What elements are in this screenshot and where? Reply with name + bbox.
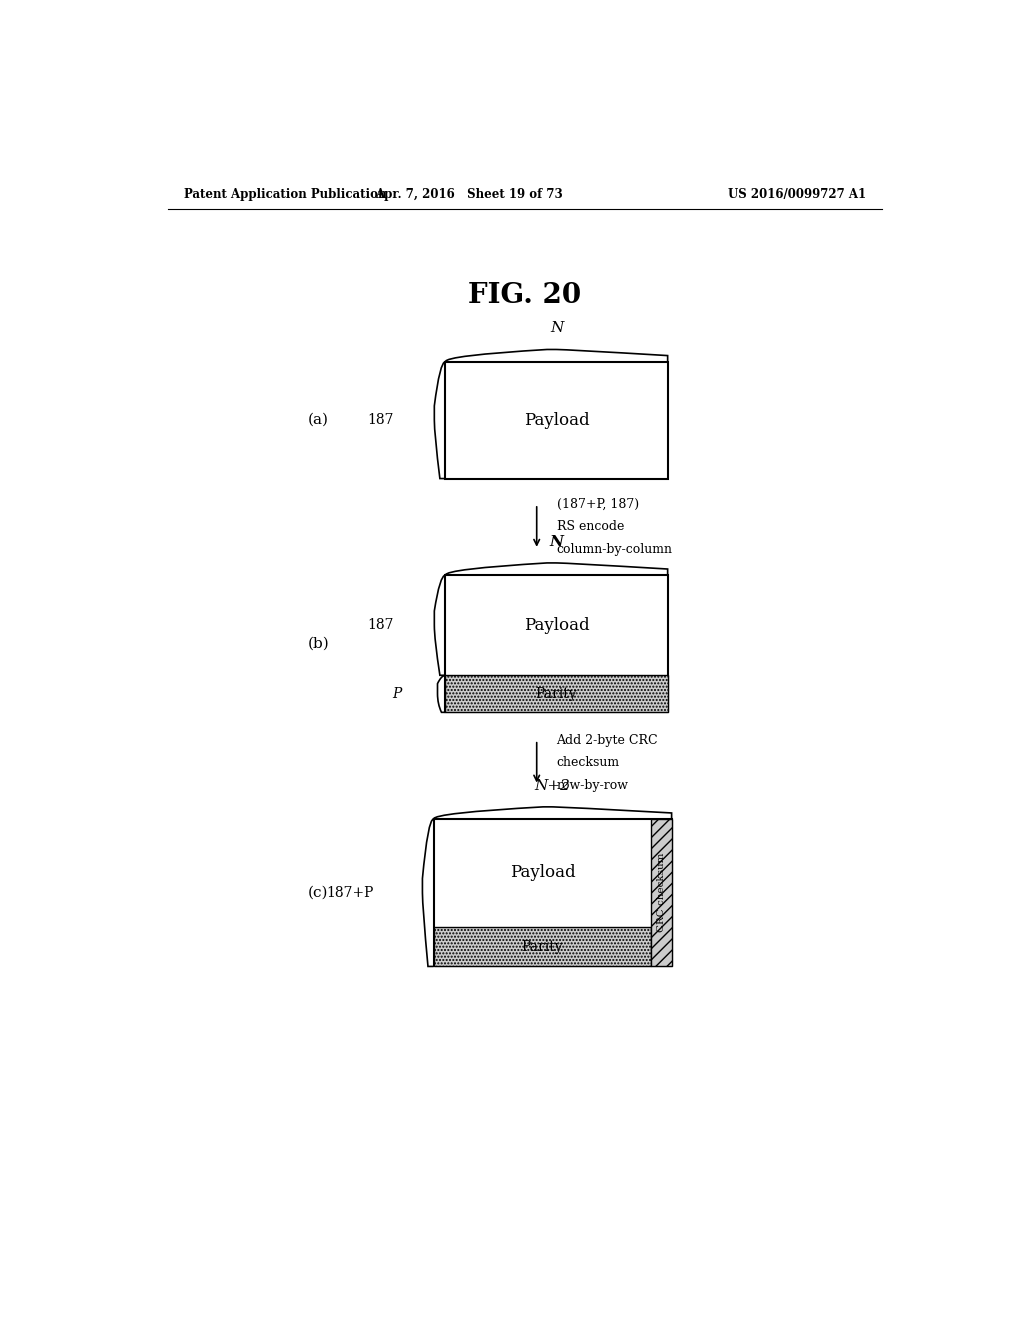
Bar <box>651 818 672 966</box>
Text: Payload: Payload <box>510 865 575 882</box>
Text: N+2: N+2 <box>535 779 570 792</box>
Text: CRC checksum: CRC checksum <box>657 853 666 932</box>
Text: Apr. 7, 2016   Sheet 19 of 73: Apr. 7, 2016 Sheet 19 of 73 <box>376 189 563 202</box>
Text: column-by-column: column-by-column <box>557 543 673 556</box>
Text: Parity: Parity <box>536 686 578 701</box>
Text: (b): (b) <box>307 636 330 651</box>
Text: 187: 187 <box>368 413 394 428</box>
Text: Parity: Parity <box>521 940 563 953</box>
Text: N: N <box>550 535 563 549</box>
Text: 187+P: 187+P <box>327 886 374 900</box>
Bar <box>433 818 672 966</box>
Text: Payload: Payload <box>523 616 590 634</box>
Text: US 2016/0099727 A1: US 2016/0099727 A1 <box>728 189 866 202</box>
Text: P: P <box>392 686 401 701</box>
Text: Payload: Payload <box>523 412 590 429</box>
Text: checksum: checksum <box>557 756 620 770</box>
Text: (187+P, 187): (187+P, 187) <box>557 498 639 511</box>
Text: 187: 187 <box>368 618 394 632</box>
Text: RS encode: RS encode <box>557 520 624 533</box>
Text: Patent Application Publication: Patent Application Publication <box>183 189 386 202</box>
Bar <box>445 576 668 713</box>
Text: Add 2-byte CRC: Add 2-byte CRC <box>557 734 658 747</box>
Text: N: N <box>550 321 563 335</box>
Text: (a): (a) <box>308 413 329 428</box>
Text: row-by-row: row-by-row <box>557 779 629 792</box>
Text: FIG. 20: FIG. 20 <box>468 282 582 309</box>
Bar <box>445 676 668 713</box>
Text: (c): (c) <box>308 886 329 900</box>
Bar <box>445 362 668 479</box>
Bar <box>433 927 651 966</box>
